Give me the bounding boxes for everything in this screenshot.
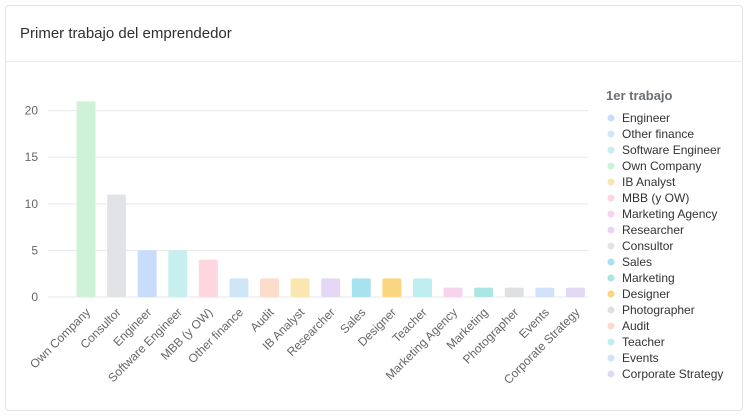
legend-item[interactable]: Other finance bbox=[622, 127, 694, 141]
bar[interactable] bbox=[107, 194, 127, 298]
legend-swatch[interactable] bbox=[607, 146, 615, 154]
bar[interactable] bbox=[198, 259, 218, 297]
bar[interactable] bbox=[565, 287, 585, 297]
legend-item[interactable]: Software Engineer bbox=[622, 143, 721, 157]
legend-item[interactable]: Events bbox=[622, 351, 659, 365]
card-header: Primer trabajo del emprendedor bbox=[6, 6, 742, 62]
y-tick-label: 15 bbox=[25, 150, 39, 164]
chart-card: Primer trabajo del emprendedor bbox=[5, 5, 743, 411]
legend-swatch[interactable] bbox=[607, 114, 615, 122]
legend-swatch[interactable] bbox=[607, 178, 615, 186]
legend-item[interactable]: Marketing bbox=[622, 271, 675, 285]
legend-item[interactable]: IB Analyst bbox=[622, 175, 676, 189]
legend-item[interactable]: Corporate Strategy bbox=[622, 367, 723, 381]
legend-swatch[interactable] bbox=[607, 338, 615, 346]
y-tick-label: 10 bbox=[25, 197, 39, 211]
legend-swatch[interactable] bbox=[607, 306, 615, 314]
bar[interactable] bbox=[168, 250, 188, 297]
bar[interactable] bbox=[535, 287, 555, 297]
legend-swatch[interactable] bbox=[607, 210, 615, 218]
bar[interactable] bbox=[229, 278, 249, 297]
legend-swatch[interactable] bbox=[607, 354, 615, 362]
bar[interactable] bbox=[76, 101, 96, 298]
y-tick-label: 0 bbox=[31, 290, 38, 304]
legend-swatch[interactable] bbox=[607, 274, 615, 282]
legend-item[interactable]: Marketing Agency bbox=[622, 207, 717, 221]
legend-swatch[interactable] bbox=[607, 242, 615, 250]
legend-item[interactable]: Photographer bbox=[622, 303, 695, 317]
legend-swatch[interactable] bbox=[607, 226, 615, 234]
legend-item[interactable]: Teacher bbox=[622, 335, 665, 349]
legend-item[interactable]: Researcher bbox=[622, 223, 684, 237]
legend-swatch[interactable] bbox=[607, 258, 615, 266]
bar[interactable] bbox=[321, 278, 341, 297]
legend-swatch[interactable] bbox=[607, 130, 615, 138]
legend-item[interactable]: Designer bbox=[622, 287, 670, 301]
legend-item[interactable]: Engineer bbox=[622, 111, 670, 125]
legend-title: 1er trabajo bbox=[606, 88, 673, 103]
bar[interactable] bbox=[351, 278, 371, 297]
y-tick-label: 20 bbox=[25, 104, 39, 118]
bar[interactable] bbox=[137, 250, 157, 297]
bar[interactable] bbox=[260, 278, 280, 297]
legend-item[interactable]: Own Company bbox=[622, 159, 701, 173]
bar[interactable] bbox=[382, 278, 402, 297]
legend-item[interactable]: Consultor bbox=[622, 239, 673, 253]
bar[interactable] bbox=[290, 278, 310, 297]
legend-swatch[interactable] bbox=[607, 162, 615, 170]
legend-item[interactable]: MBB (y OW) bbox=[622, 191, 689, 205]
legend-item[interactable]: Sales bbox=[622, 255, 652, 269]
card-title: Primer trabajo del emprendedor bbox=[20, 25, 232, 42]
legend-swatch[interactable] bbox=[607, 370, 615, 378]
bar[interactable] bbox=[412, 278, 432, 297]
legend-swatch[interactable] bbox=[607, 290, 615, 298]
bar[interactable] bbox=[504, 287, 524, 297]
y-tick-label: 5 bbox=[31, 243, 38, 257]
legend-swatch[interactable] bbox=[607, 194, 615, 202]
legend-swatch[interactable] bbox=[607, 322, 615, 330]
legend-item[interactable]: Audit bbox=[622, 319, 650, 333]
bar[interactable] bbox=[474, 287, 494, 297]
bar[interactable] bbox=[443, 287, 463, 297]
